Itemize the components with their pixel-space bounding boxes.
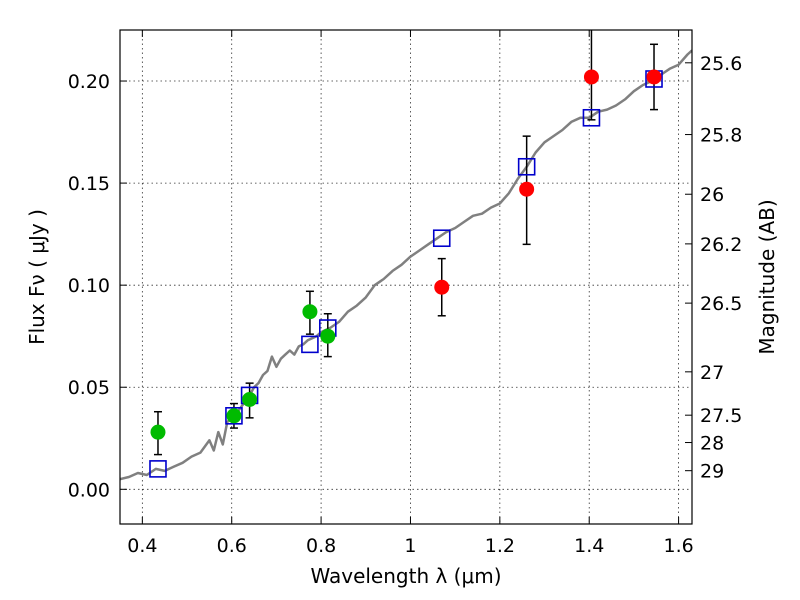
right-tick-label: 28 — [700, 433, 724, 455]
observed_green-point — [320, 328, 336, 344]
model-photometry-square — [517, 157, 536, 176]
x-tick-label: 1.2 — [485, 535, 515, 557]
x-tick-label: 1.4 — [574, 535, 604, 557]
grid — [120, 30, 692, 524]
right-tick-label: 25.8 — [700, 125, 742, 147]
ticks — [120, 30, 692, 524]
y-tick-label: 0.05 — [68, 377, 110, 399]
model-photometry-square — [432, 229, 451, 248]
tick-labels: 0.4 0.6 0.8 1 1.2 1.4 1.6 0.00 0.05 0.10 0.15 0.20 2… — [68, 53, 743, 557]
observed_red-point — [434, 279, 450, 295]
x-tick-label: 1.6 — [663, 535, 693, 557]
observed_red-point — [519, 181, 535, 197]
right-tick-label: 27.5 — [700, 405, 742, 427]
x-tick-label: 1 — [404, 535, 416, 557]
right-tick-label: 26 — [700, 184, 724, 206]
axes-frame — [119, 29, 693, 525]
error-bars — [153, 30, 659, 456]
observed_green-point — [302, 304, 318, 320]
model-photometry-square — [301, 335, 319, 354]
model-photometry-square — [225, 407, 243, 425]
observed_green-point — [242, 391, 258, 407]
x-axis-label: Wavelength λ (μm) — [310, 564, 501, 588]
markers — [149, 69, 663, 478]
right-tick-label: 27 — [700, 362, 724, 384]
observed_green-point — [226, 408, 242, 424]
x-tick-label: 0.6 — [217, 535, 247, 557]
model-spectrum-line — [120, 49, 692, 481]
observed_red-point — [583, 69, 599, 85]
right-tick-label: 26.5 — [700, 293, 742, 315]
right-tick-label: 29 — [700, 461, 724, 483]
x-tick-label: 0.4 — [127, 535, 157, 557]
model-photometry-square — [582, 108, 601, 127]
right-tick-label: 26.2 — [700, 234, 742, 256]
observed_green-point — [150, 424, 166, 440]
observed_red-point — [646, 69, 662, 85]
y-tick-label: 0.00 — [68, 479, 110, 501]
plot-area — [120, 49, 692, 481]
model-photometry-square — [149, 460, 167, 478]
y-tick-label: 0.20 — [68, 71, 110, 93]
x-tick-label: 0.8 — [306, 535, 336, 557]
y-tick-label: 0.10 — [68, 275, 110, 297]
y-axis-label: Flux Fν ( μJy ) — [25, 209, 49, 345]
right-tick-label: 25.6 — [700, 53, 742, 75]
y-axis-right-label: Magnitude (AB) — [755, 199, 779, 354]
y-tick-label: 0.15 — [68, 173, 110, 195]
